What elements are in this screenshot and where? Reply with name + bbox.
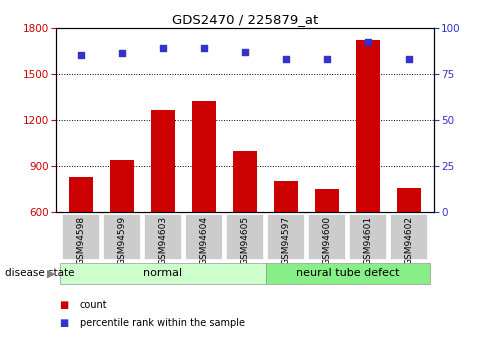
Text: GSM94600: GSM94600	[322, 216, 332, 265]
Text: GSM94603: GSM94603	[158, 216, 168, 265]
Text: GSM94602: GSM94602	[405, 216, 414, 265]
Bar	[349, 214, 387, 260]
Text: GSM94601: GSM94601	[364, 216, 372, 265]
Text: GSM94599: GSM94599	[118, 216, 126, 265]
Text: percentile rank within the sample: percentile rank within the sample	[80, 318, 245, 327]
Bar	[315, 189, 339, 304]
Bar	[390, 214, 428, 260]
Bar	[103, 214, 141, 260]
Point	[241, 49, 249, 55]
Bar	[69, 177, 93, 304]
Text: disease state: disease state	[5, 268, 74, 278]
Point	[159, 45, 167, 51]
Bar	[144, 214, 182, 260]
Bar	[274, 181, 298, 304]
Point	[364, 40, 372, 45]
Text: ■: ■	[59, 300, 68, 310]
Title: GDS2470 / 225879_at: GDS2470 / 225879_at	[172, 13, 318, 27]
Bar	[356, 40, 380, 304]
Bar	[226, 214, 264, 260]
Bar	[266, 263, 430, 284]
Bar	[62, 214, 100, 260]
Bar	[185, 214, 223, 260]
Bar	[60, 263, 266, 284]
Text: GSM94597: GSM94597	[282, 216, 291, 265]
Bar	[267, 214, 305, 260]
Point	[118, 51, 126, 56]
Text: normal: normal	[144, 268, 183, 278]
Point	[200, 45, 208, 51]
Text: count: count	[80, 300, 107, 310]
Bar	[233, 151, 257, 304]
Text: ▶: ▶	[47, 268, 55, 278]
Bar	[308, 214, 346, 260]
Point	[77, 52, 85, 58]
Text: GSM94605: GSM94605	[241, 216, 249, 265]
Text: neural tube defect: neural tube defect	[296, 268, 399, 278]
Point	[405, 56, 413, 62]
Text: GSM94604: GSM94604	[199, 216, 208, 265]
Bar	[151, 110, 175, 304]
Bar	[110, 160, 134, 304]
Text: GSM94598: GSM94598	[76, 216, 85, 265]
Bar	[192, 101, 216, 304]
Point	[323, 56, 331, 62]
Bar	[397, 188, 421, 304]
Point	[282, 56, 290, 62]
Text: ■: ■	[59, 318, 68, 327]
